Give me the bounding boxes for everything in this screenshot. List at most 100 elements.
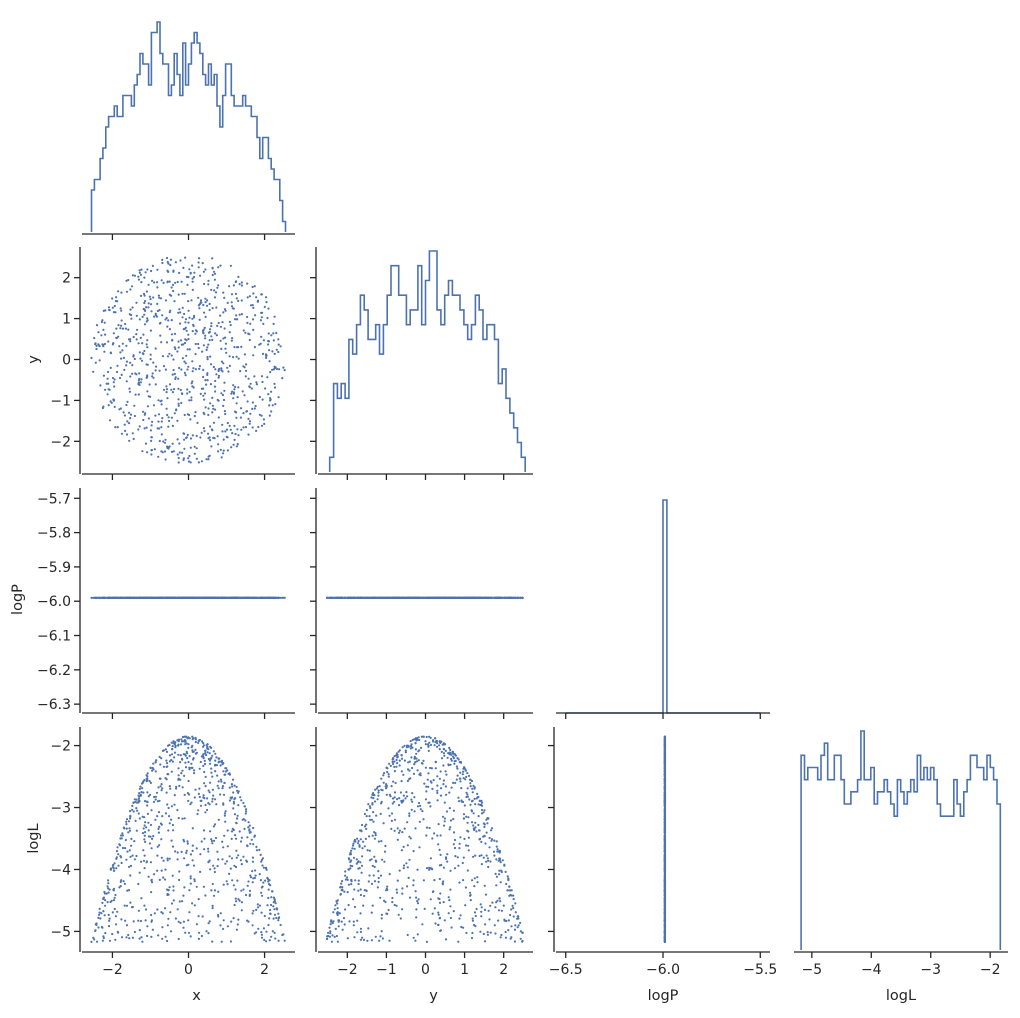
scatter-logL-vs-x-point [146,934,149,938]
scatter-logL-vs-x-point [143,854,146,857]
scatter-logL-vs-y-point [465,931,468,935]
scatter-logL-vs-x-point [141,832,145,835]
scatter-y-vs-x-point [115,327,118,330]
scatter-logL-vs-y-point [365,809,368,812]
scatter-y-vs-x-point [154,312,157,315]
scatter-y-vs-x-point [171,373,174,376]
scatter-logL-vs-x-point [170,741,173,744]
scatter-logL-vs-y-point [471,787,474,790]
scatter-logP-vs-y-point [458,596,461,599]
scatter-y-vs-x-point [160,403,163,406]
scatter-logL-vs-x-point [115,850,119,853]
scatter-logL-vs-x-point [200,934,203,938]
scatter-logL-vs-x-point [214,798,217,801]
scatter-y-vs-x-point [102,343,105,346]
scatter-logL-vs-y-point [511,904,514,908]
scatter-y-vs-x-point [204,297,207,300]
scatter-y-vs-x-point [156,302,159,305]
scatter-logL-vs-x-point [188,911,191,914]
scatter-logL-vs-y-point [440,750,443,754]
scatter-logL-vs-x-point [129,864,133,868]
scatter-logL-vs-y-point [457,796,460,799]
scatter-logP-vs-y-point [416,596,419,599]
scatter-y-vs-x-point [156,268,159,271]
scatter-logL-vs-x-point [251,856,255,859]
scatter-y-vs-x-point [141,352,144,355]
scatter-logL-vs-x-point [108,917,111,920]
scatter-logL-vs-y-point [478,799,481,803]
scatter-logP-vs-y-point [392,596,395,599]
scatter-logL-vs-x-point [115,857,118,861]
scatter-y-vs-x-point [206,346,209,349]
scatter-logL-vs-y-point [495,858,498,861]
scatter-logL-vs-x-point [248,831,251,834]
scatter-logL-vs-y-point [478,829,481,832]
scatter-logL-vs-y-point [442,880,445,883]
scatter-y-vs-x-point [126,420,129,423]
scatter-logL-vs-x-point [260,931,263,934]
scatter-logL-vs-x-point [187,799,190,803]
scatter-logL-vs-x-point [256,903,259,906]
scatter-y-vs-x-point [199,436,202,439]
scatter-y-vs-x-point [235,355,238,358]
scatter-y-vs-x-point [196,421,199,424]
scatter-y-vs-x-point [177,398,180,401]
scatter-y-vs-x-point [137,383,140,386]
scatter-logL-vs-x-point [202,757,205,760]
scatter-logL-vs-x-point [121,846,125,850]
scatter-logL-vs-y-point [425,826,429,829]
scatter-logL-vs-x-point [101,926,104,929]
scatter-y-vs-x-point [187,300,190,303]
scatter-y-vs-x-point [267,340,271,343]
scatter-logL-vs-x-point [184,931,187,934]
scatter-logL-vs-x-point [155,791,159,794]
scatter-logL-vs-y-point [410,808,413,811]
scatter-y-vs-x-point [192,367,195,370]
scatter-y-vs-x-point [153,315,156,318]
scatter-y-vs-x-point [138,351,141,354]
scatter-logP-vs-y-point [333,596,336,599]
scatter-logL-vs-x-point [191,849,194,853]
scatter-logL-vs-y-point [387,807,390,810]
scatter-logL-vs-y-point [332,920,335,923]
scatter-logL-vs-y-point [403,827,406,830]
scatter-logL-vs-x-point [210,889,213,892]
scatter-logL-vs-x-point [139,919,143,923]
scatter-logL-vs-y-point [436,834,439,837]
scatter-logL-vs-y-point [373,880,377,883]
scatter-logL-vs-y-point [359,893,362,897]
scatter-logL-vs-x-point [140,791,143,794]
scatter-logL-vs-x-point [242,855,245,858]
scatter-logP-vs-x-point [277,596,280,599]
hist-x [90,21,287,232]
scatter-logL-vs-y-point [380,930,383,933]
scatter-logL-vs-x-point [184,766,188,769]
scatter-y-vs-x-point [183,413,186,417]
scatter-y-vs-x-point [206,372,209,375]
scatter-logL-vs-y-point [446,853,449,856]
scatter-y-vs-x-point [215,306,218,309]
scatter-logL-vs-x-point [218,757,221,760]
scatter-y-vs-x-point [107,306,111,309]
scatter-logP-vs-y-point [360,596,363,599]
scatter-logL-vs-x-point [198,795,201,799]
scatter-logP-vs-y-point [499,596,502,599]
scatter-logL-vs-y-point [402,867,405,870]
scatter-logL-vs-y-point [473,877,476,880]
scatter-logL-vs-y-point [398,797,401,800]
scatter-logL-vs-x-point [232,917,235,920]
scatter-y-vs-x-point [183,360,186,363]
scatter-logL-vs-y-point [368,815,371,818]
scatter-logL-vs-y-point [441,815,445,818]
scatter-y-vs-x-point [213,385,217,388]
scatter-logL-vs-y-point [506,889,509,892]
scatter-logL-vs-x-point [203,837,206,840]
scatter-logL-vs-x-point [114,893,117,897]
scatter-logL-vs-x-point [267,896,270,900]
scatter-y-vs-x-point [224,412,227,416]
scatter-logL-vs-x-point [169,930,173,933]
scatter-y-vs-x-point [248,386,251,389]
scatter-logL-vs-y-point [466,821,469,824]
scatter-logL-vs-y-point [373,865,376,869]
scatter-y-vs-x-point [194,332,197,335]
